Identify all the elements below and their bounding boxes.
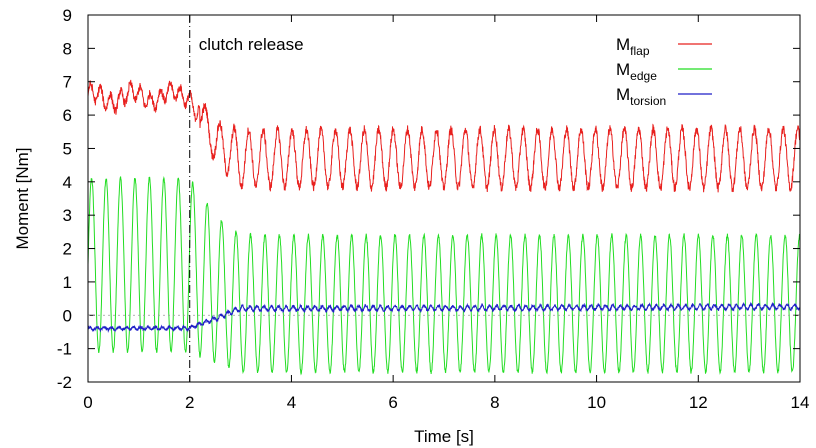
- series-line-torsion: [87, 301, 801, 333]
- y-axis-title: Moment [Nm]: [13, 147, 32, 249]
- y-tick-label: 3: [63, 206, 72, 225]
- series-line-flap: [87, 79, 801, 193]
- x-tick-label: 12: [689, 393, 708, 412]
- y-tick-label: 7: [63, 73, 72, 92]
- x-tick-label: 2: [185, 393, 194, 412]
- y-tick-label: 1: [63, 273, 72, 292]
- series-line-edge: [87, 176, 801, 376]
- y-tick-label: -1: [57, 340, 72, 359]
- annotation-layer: clutch release: [189, 15, 304, 382]
- x-tick-label: 10: [587, 393, 606, 412]
- y-tick-label: 6: [63, 106, 72, 125]
- series-layer: [87, 79, 801, 376]
- y-tick-label: -2: [57, 373, 72, 392]
- y-tick-label: 5: [63, 139, 72, 158]
- legend-label-edge: Medge: [616, 60, 657, 83]
- x-axis-title: Time [s]: [414, 427, 474, 446]
- y-tick-label: 0: [63, 306, 72, 325]
- clutch-release-label: clutch release: [199, 35, 304, 54]
- y-tick-label: 8: [63, 39, 72, 58]
- x-tick-label: 6: [388, 393, 397, 412]
- x-tick-label: 0: [83, 393, 92, 412]
- legend-label-flap: Mflap: [616, 35, 650, 58]
- y-tick-label: 9: [63, 6, 72, 25]
- y-tick-label: 4: [63, 173, 72, 192]
- x-tick-label: 14: [791, 393, 810, 412]
- x-tick-label: 4: [287, 393, 296, 412]
- legend-label-torsion: Mtorsion: [616, 85, 666, 108]
- x-tick-label: 8: [490, 393, 499, 412]
- plot-frame: [87, 14, 801, 383]
- y-tick-label: 2: [63, 240, 72, 259]
